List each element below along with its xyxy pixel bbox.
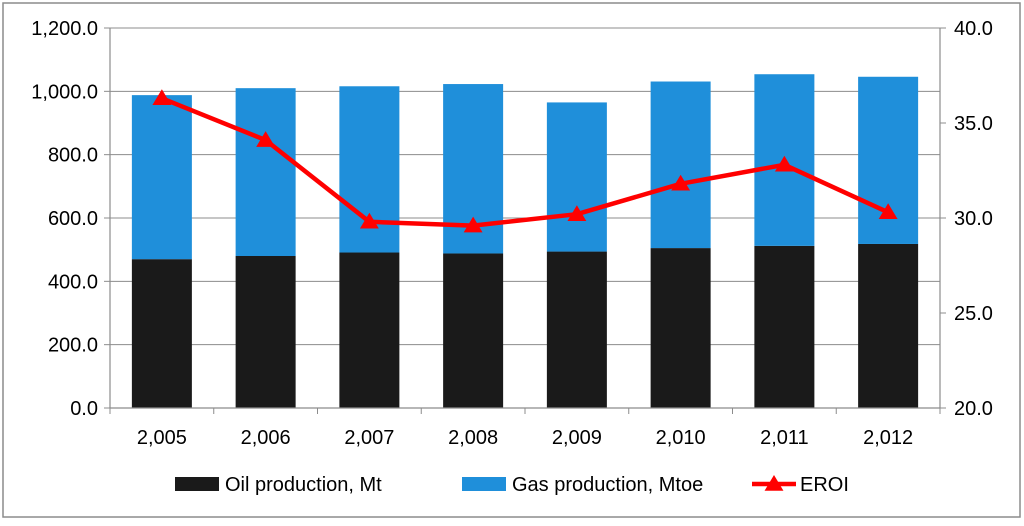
left-axis-tick-label: 600.0 — [48, 208, 98, 230]
legend-gas-swatch — [462, 477, 506, 491]
eroi-point — [463, 216, 483, 233]
legend-gas: Gas production, Mtoe — [462, 474, 703, 496]
gas-production-bar — [235, 88, 296, 257]
oil-production-bar — [235, 256, 296, 408]
oil-production-bar — [443, 253, 504, 408]
oil-production-bar — [131, 259, 192, 408]
eroi-point — [671, 174, 691, 191]
x-axis-tick-label: 2,005 — [137, 427, 187, 449]
eroi-point — [774, 155, 794, 172]
eroi-point — [567, 205, 587, 221]
left-axis-tick-label: 400.0 — [48, 271, 98, 293]
left-axis-tick-label: 0.0 — [70, 398, 98, 420]
right-axis-tick-label: 20.0 — [954, 398, 993, 420]
legend-eroi-marker — [764, 475, 784, 491]
x-axis-tick-label: 2,007 — [344, 427, 394, 449]
legend-eroi-label: EROI — [800, 474, 849, 496]
left-axis-tick-label: 1,000.0 — [31, 81, 98, 103]
eroi-point — [256, 131, 276, 147]
bars — [131, 74, 919, 408]
x-axis-tick-label: 2,006 — [241, 427, 291, 449]
axes: 0.0 200.0 400.0 600.0 800.0 1,000.0 1,200.0 20.… — [31, 18, 993, 449]
legend-oil: Oil production, Mt — [175, 474, 382, 496]
oil-production-bar — [546, 251, 607, 408]
x-axis-tick-label: 2,008 — [448, 427, 498, 449]
legend: Oil production, Mt Gas production, Mtoe ER… — [175, 474, 849, 496]
right-axis-tick-label: 35.0 — [954, 113, 993, 135]
eroi-point — [878, 203, 898, 220]
left-axis-tick-label: 1,200.0 — [31, 18, 98, 40]
right-axis-tick-label: 30.0 — [954, 208, 993, 230]
oil-production-bar — [754, 245, 815, 408]
oil-production-bar — [650, 248, 711, 408]
x-axis-tick-label: 2,009 — [552, 427, 602, 449]
oil-production-bar — [858, 243, 919, 408]
eroi-point — [359, 212, 379, 229]
gas-production-bar — [546, 102, 607, 252]
right-axis-tick-label: 40.0 — [954, 18, 993, 40]
legend-gas-label: Gas production, Mtoe — [512, 474, 703, 496]
x-axis-tick-label: 2,010 — [656, 427, 706, 449]
gas-production-bar — [131, 95, 192, 260]
oil-production-bar — [339, 252, 400, 408]
legend-oil-swatch — [175, 477, 219, 491]
right-axis-tick-label: 25.0 — [954, 303, 993, 325]
gas-production-bar — [650, 81, 711, 249]
left-axis-tick-label: 200.0 — [48, 335, 98, 357]
eroi-series-line — [161, 96, 890, 228]
left-axis-tick-label: 800.0 — [48, 145, 98, 167]
eroi-point — [152, 89, 172, 106]
legend-oil-label: Oil production, Mt — [225, 474, 382, 496]
legend-eroi: EROI — [752, 474, 849, 496]
x-axis-tick-label: 2,011 — [760, 427, 809, 449]
eroi-line — [152, 89, 898, 233]
x-axis-tick-label: 2,012 — [863, 427, 913, 449]
